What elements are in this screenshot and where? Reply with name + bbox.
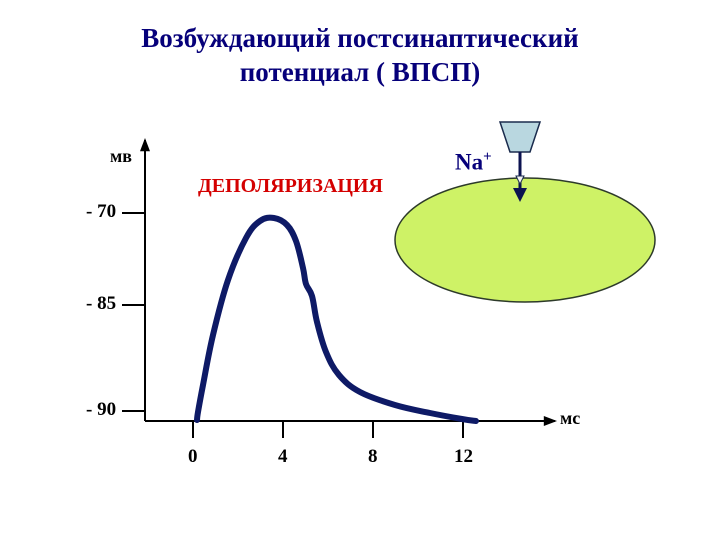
x-tick-label: 8 [368,446,378,468]
x-tick-label: 4 [278,446,288,468]
plot-svg [0,0,720,540]
y-tick-label: - 70 [86,201,116,223]
x-tick-label: 12 [454,446,473,468]
x-tick-label: 0 [188,446,198,468]
y-tick-label: - 85 [86,293,116,315]
x-ticks-group [193,421,463,438]
cell-diagram [395,122,655,302]
figure-canvas: Возбуждающий постсинаптический потенциал… [0,0,720,540]
y-tick-label: - 90 [86,399,116,421]
y-ticks-group [122,213,145,411]
